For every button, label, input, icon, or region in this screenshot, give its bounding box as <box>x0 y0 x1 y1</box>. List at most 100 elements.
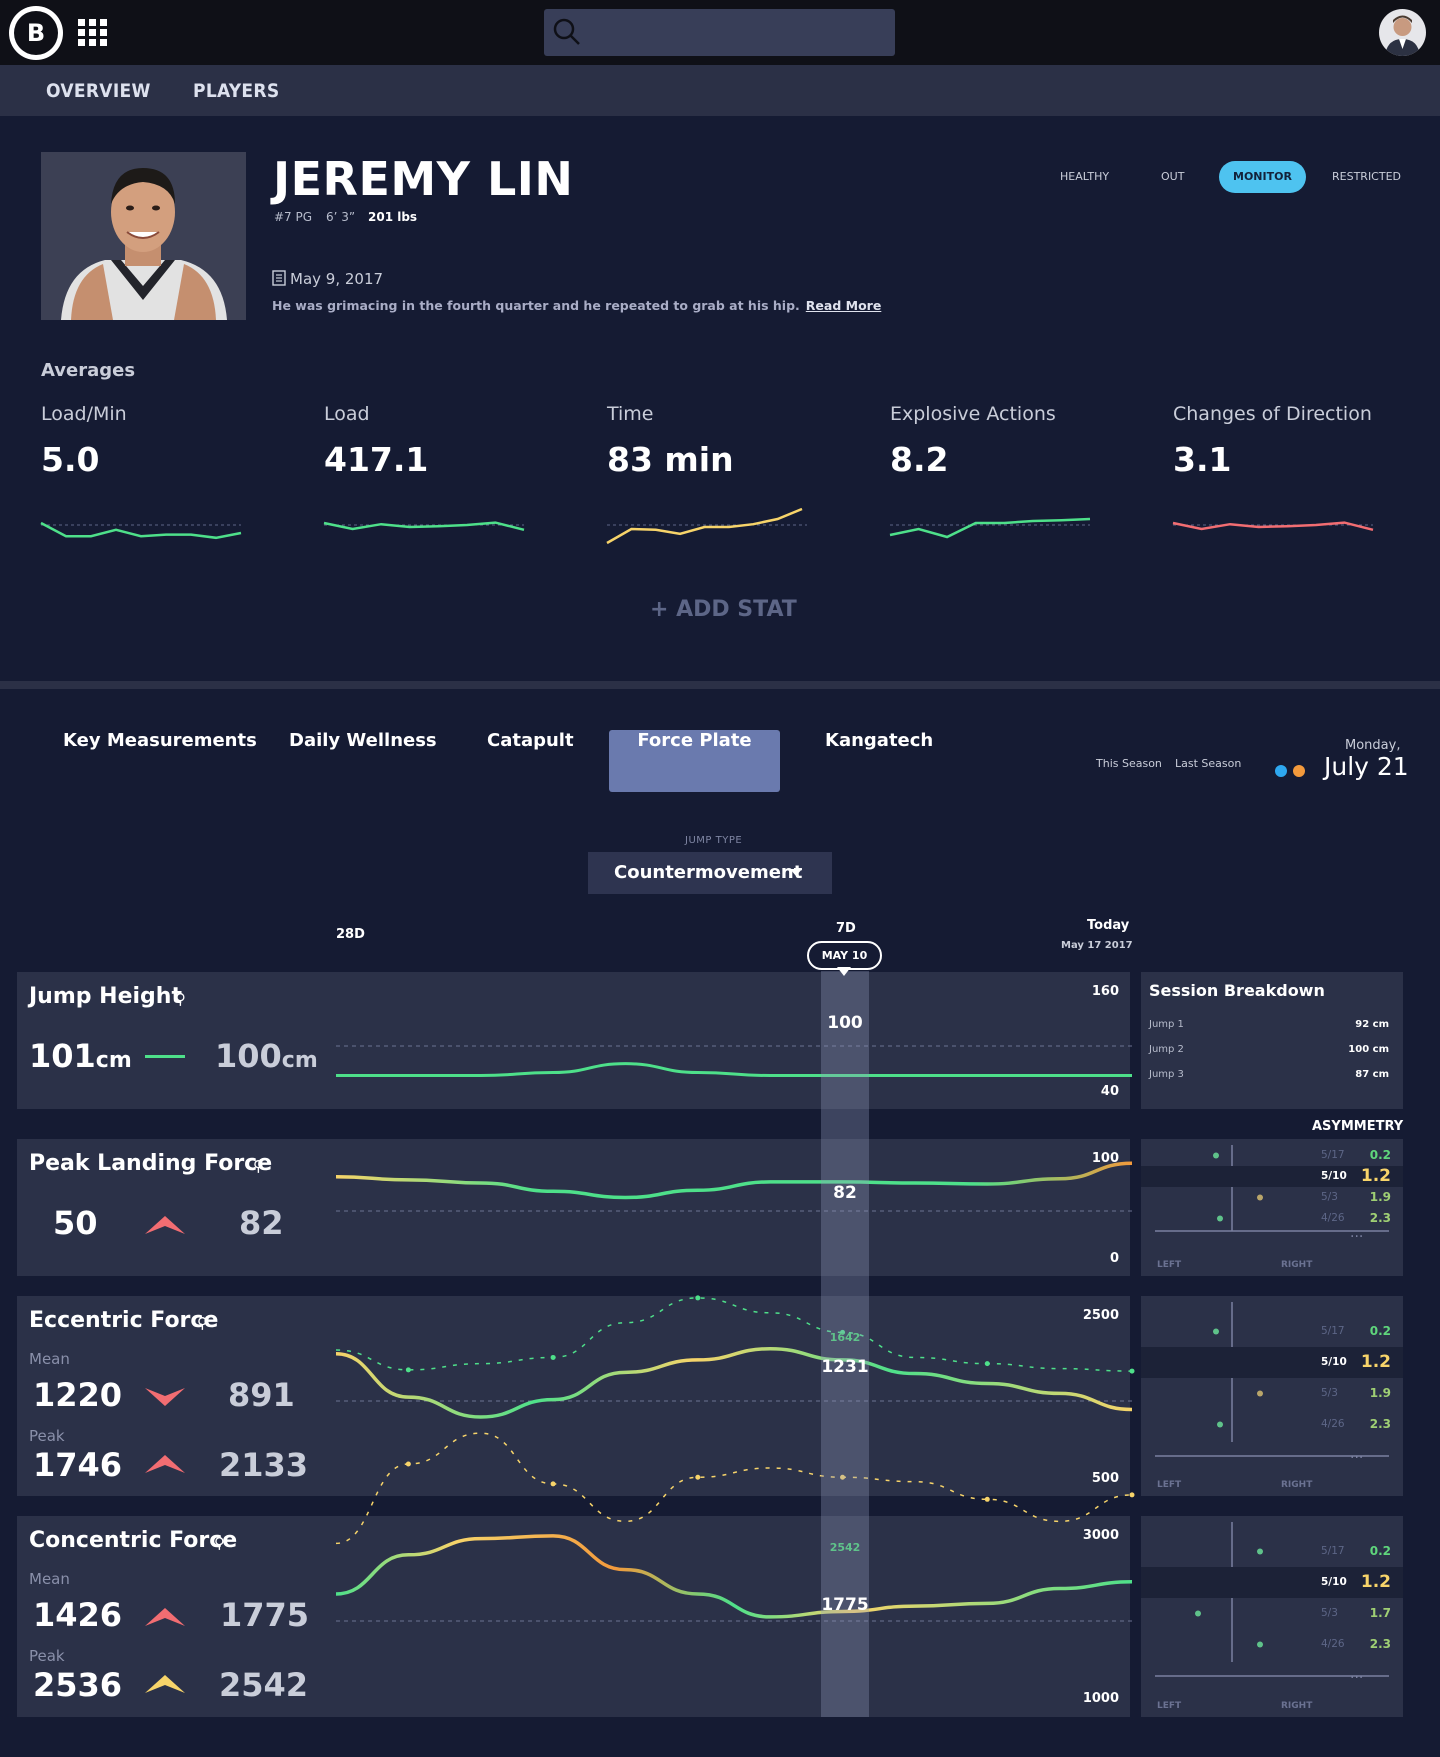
asymmetry-more-button[interactable]: ... <box>1350 1446 1364 1462</box>
tab-catapult[interactable]: Catapult <box>487 730 574 751</box>
tab-key-measurements[interactable]: Key Measurements <box>63 730 257 751</box>
session-breakdown-panel: Session Breakdown Jump 1 92 cm Jump 2 100 … <box>1141 972 1403 1109</box>
asymmetry-date: 5/10 <box>1321 1355 1347 1368</box>
pin-icon[interactable]: ⚲ <box>214 1534 225 1552</box>
arrow-down-icon <box>145 1388 185 1406</box>
jump-value: 100 cm <box>1348 1044 1389 1055</box>
status-restricted[interactable]: RESTRICTED <box>1332 170 1402 183</box>
status-out[interactable]: OUT <box>1161 170 1185 183</box>
asymmetry-value: 0.2 <box>1369 1543 1391 1558</box>
asymmetry-row[interactable]: 5/17 0.2 <box>1141 1316 1403 1347</box>
average-stat-label: Changes of Direction <box>1173 403 1372 425</box>
asymmetry-row[interactable]: 5/3 1.7 <box>1141 1598 1403 1629</box>
concentric-peak-line-point <box>1129 1492 1135 1498</box>
this-season-dot <box>1275 765 1287 777</box>
tab-force-plate[interactable]: Force Plate <box>609 730 780 792</box>
average-stat-label: Explosive Actions <box>890 403 1056 425</box>
this-season-label[interactable]: This Season <box>1096 757 1162 770</box>
pin-icon[interactable]: ⚲ <box>197 1314 208 1332</box>
average-stat-label: Load <box>324 403 370 425</box>
asymmetry-row[interactable]: 5/17 0.2 <box>1141 1536 1403 1567</box>
asymmetry-date: 5/3 <box>1321 1386 1338 1399</box>
status-monitor[interactable]: MONITOR <box>1219 161 1306 193</box>
user-avatar[interactable] <box>1379 9 1426 56</box>
range-today[interactable]: Today <box>1087 918 1130 933</box>
jump-label: Jump 3 <box>1149 1069 1184 1080</box>
range-28d[interactable]: 28D <box>336 927 365 942</box>
concentric-force-title: Concentric Force <box>29 1528 238 1553</box>
concentric-band-value: 1775 <box>821 1595 869 1615</box>
team-logo[interactable]: B <box>9 6 63 60</box>
asymmetry-dot <box>1257 1641 1263 1648</box>
status-healthy[interactable]: HEALTHY <box>1060 170 1110 183</box>
pin-icon[interactable]: ⚲ <box>253 1157 264 1175</box>
average-stat: Load/Min 5.0 <box>41 403 271 479</box>
asymmetry-more-button[interactable]: ... <box>1350 1666 1364 1682</box>
asymmetry-date: 5/17 <box>1321 1324 1345 1337</box>
calendar-date[interactable]: July 21 <box>1324 752 1409 781</box>
concentric-mean-right: 1775 <box>220 1596 310 1634</box>
asymmetry-row[interactable]: 5/3 1.9 <box>1141 1187 1403 1208</box>
asymmetry-dot <box>1217 1421 1223 1428</box>
asymmetry-row[interactable]: 5/10 1.2 <box>1141 1166 1403 1187</box>
asymmetry-row[interactable]: 4/26 2.3 <box>1141 1409 1403 1440</box>
asymmetry-panel <box>1141 1139 1403 1276</box>
asymmetry-row[interactable]: 4/26 2.3 <box>1141 1208 1403 1229</box>
asymmetry-value: 0.2 <box>1369 1147 1391 1162</box>
flat-trend-icon <box>145 1055 185 1058</box>
apps-grid-icon[interactable] <box>78 19 108 46</box>
peak-landing-axis-top: 100 <box>1091 1151 1119 1166</box>
arrow-up-icon <box>145 1675 185 1693</box>
jump-height-band-value: 100 <box>827 1013 863 1033</box>
asymmetry-row[interactable]: 5/3 1.9 <box>1141 1378 1403 1409</box>
asymmetry-row[interactable]: 5/10 1.2 <box>1141 1567 1403 1598</box>
asymmetry-dot <box>1257 1390 1263 1397</box>
asymmetry-more-button[interactable]: ... <box>1350 1225 1364 1241</box>
add-stat-button[interactable]: + ADD STAT <box>650 597 797 622</box>
search-input[interactable] <box>544 9 895 56</box>
tab-daily-wellness[interactable]: Daily Wellness <box>289 730 437 751</box>
jump-type-label: JUMP TYPE <box>685 835 743 846</box>
average-stat: Explosive Actions 8.2 <box>890 403 1120 479</box>
asymmetry-dot <box>1195 1610 1201 1617</box>
arrow-up-icon <box>145 1216 185 1234</box>
player-height: 6’ 3” <box>326 210 356 224</box>
asymmetry-left-label: LEFT <box>1157 1701 1182 1711</box>
player-weight: 201 lbs <box>368 210 418 224</box>
jump-type-value: Countermovement <box>614 862 803 883</box>
pin-icon[interactable]: ⚲ <box>175 990 186 1008</box>
asymmetry-row[interactable]: 5/17 0.2 <box>1141 1145 1403 1166</box>
read-more-link[interactable]: Read More <box>805 298 882 313</box>
average-stat-label: Load/Min <box>41 403 127 425</box>
asymmetry-row[interactable]: 5/10 1.2 <box>1141 1347 1403 1378</box>
nav-players[interactable]: PLAYERS <box>193 80 280 102</box>
selected-date-band[interactable] <box>821 971 869 1717</box>
calendar-day: Monday, <box>1345 738 1401 753</box>
peak-landing-left: 50 <box>53 1204 98 1242</box>
injury-note: He was grimacing in the fourth quarter a… <box>272 298 881 313</box>
jump-height-axis-top: 160 <box>1091 984 1119 999</box>
average-stat-value: 417.1 <box>324 440 429 479</box>
jump-height-right-value: 100 <box>215 1037 282 1075</box>
asymmetry-value: 0.2 <box>1369 1323 1391 1338</box>
eccentric-peak-left: 1746 <box>33 1446 123 1484</box>
eccentric-mean-left: 1220 <box>33 1376 123 1414</box>
nav-overview[interactable]: OVERVIEW <box>46 80 151 102</box>
eccentric-band-value: 1231 <box>821 1357 869 1377</box>
asymmetry-value: 1.2 <box>1360 1351 1391 1372</box>
jump-type-select[interactable]: Countermovement <box>588 852 832 894</box>
eccentric-peak-label: Peak <box>29 1427 65 1445</box>
last-season-label[interactable]: Last Season <box>1175 757 1242 770</box>
jump-row: Jump 3 87 cm <box>1149 1069 1389 1080</box>
average-stat: Changes of Direction 3.1 <box>1173 403 1403 479</box>
asymmetry-value: 2.3 <box>1369 1416 1391 1431</box>
asymmetry-value: 1.9 <box>1369 1189 1391 1204</box>
concentric-mean-label: Mean <box>29 1570 70 1588</box>
tab-kangatech[interactable]: Kangatech <box>825 730 934 751</box>
concentric-force-card: Concentric Force ⚲ Mean 1426 1775 Peak 2… <box>17 1516 1130 1717</box>
asymmetry-row[interactable]: 4/26 2.3 <box>1141 1629 1403 1660</box>
selected-date-callout[interactable]: MAY 10 <box>807 941 882 970</box>
chevron-down-icon <box>790 869 802 876</box>
asymmetry-date: 5/17 <box>1321 1544 1345 1557</box>
range-7d[interactable]: 7D <box>836 921 856 936</box>
